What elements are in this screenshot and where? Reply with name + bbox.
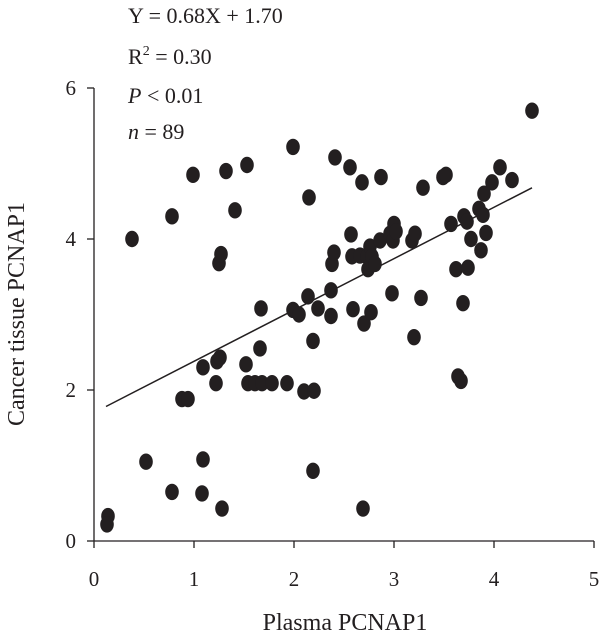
- x-tick-label: 0: [89, 567, 100, 591]
- data-point: [214, 245, 228, 263]
- data-point: [505, 171, 519, 189]
- data-point: [292, 306, 306, 323]
- n-text: n = 89: [128, 119, 184, 144]
- x-axis-ticks: 0 1 2 3 4 5: [89, 541, 600, 591]
- data-point: [219, 162, 233, 180]
- data-point: [324, 307, 338, 325]
- data-point: [525, 102, 539, 119]
- data-point: [302, 189, 316, 206]
- data-point: [344, 226, 358, 243]
- data-point: [280, 375, 294, 392]
- data-point: [346, 301, 360, 318]
- y-tick-label: 4: [66, 227, 77, 251]
- p-symbol: P: [127, 83, 141, 108]
- data-point: [125, 230, 139, 248]
- data-point: [213, 349, 227, 366]
- x-tick-label: 1: [189, 567, 200, 591]
- n-symbol: n: [128, 119, 139, 144]
- data-point: [165, 483, 179, 501]
- data-point: [374, 168, 388, 186]
- data-point: [255, 375, 269, 392]
- y-axis-ticks: 0 2 4 6: [66, 76, 94, 553]
- data-point: [454, 372, 468, 390]
- data-point: [414, 289, 428, 307]
- x-tick-label: 4: [489, 567, 500, 591]
- data-point: [196, 359, 210, 376]
- data-point: [311, 300, 325, 317]
- data-point: [389, 223, 403, 240]
- data-point: [328, 149, 342, 166]
- data-point: [449, 261, 463, 278]
- data-point: [239, 356, 253, 373]
- stats-annotation: Y = 0.68X + 1.70 R2 = 0.30 P < 0.01 n = …: [127, 3, 283, 144]
- data-point: [343, 159, 357, 176]
- data-point: [240, 156, 254, 174]
- data-point: [165, 208, 179, 225]
- equation-text: Y = 0.68X + 1.70: [128, 3, 283, 28]
- x-axis-title: Plasma PCNAP1: [263, 610, 428, 636]
- data-point: [444, 215, 458, 233]
- r2-value: = 0.30: [150, 44, 212, 69]
- data-point: [209, 375, 223, 392]
- data-point: [408, 225, 422, 242]
- data-point: [297, 383, 311, 400]
- data-point: [439, 166, 453, 184]
- data-point: [186, 166, 200, 184]
- data-point: [476, 206, 490, 224]
- data-point: [461, 259, 475, 276]
- data-point: [195, 485, 209, 502]
- data-point: [456, 294, 470, 312]
- data-point: [307, 382, 321, 399]
- data-point: [228, 202, 242, 219]
- data-point: [306, 462, 320, 479]
- data-point: [355, 174, 369, 191]
- data-point: [385, 285, 399, 302]
- data-point: [477, 185, 491, 202]
- data-point: [301, 288, 315, 305]
- data-point: [479, 224, 493, 242]
- data-point: [485, 174, 499, 191]
- y-axis-title: Cancer tissue PCNAP1: [4, 202, 30, 426]
- data-point: [364, 304, 378, 321]
- r-squared-text: R2 = 0.30: [128, 44, 212, 69]
- y-tick-label: 6: [66, 76, 77, 100]
- x-tick-label: 3: [389, 567, 400, 591]
- data-point: [327, 244, 341, 261]
- data-point: [324, 282, 338, 299]
- data-point: [416, 179, 430, 196]
- data-point: [265, 375, 279, 392]
- data-point: [286, 138, 300, 156]
- n-value: = 89: [139, 119, 184, 144]
- data-point: [139, 453, 153, 470]
- data-point: [196, 451, 210, 468]
- data-point: [474, 242, 488, 259]
- x-tick-label: 5: [589, 567, 600, 591]
- data-point: [373, 232, 387, 249]
- r2-exponent: 2: [143, 44, 150, 59]
- data-point: [407, 328, 421, 346]
- data-point: [357, 315, 371, 332]
- data-point: [356, 500, 370, 517]
- data-point: [306, 332, 320, 350]
- data-point: [460, 213, 474, 230]
- y-tick-label: 0: [66, 529, 77, 553]
- y-tick-label: 2: [66, 378, 77, 402]
- data-point: [368, 255, 382, 273]
- r2-prefix: R: [128, 44, 143, 69]
- data-point: [493, 159, 507, 176]
- p-value: < 0.01: [141, 83, 203, 108]
- data-point: [464, 230, 478, 248]
- data-point: [253, 340, 267, 357]
- data-point: [100, 516, 114, 533]
- data-point: [215, 500, 229, 517]
- data-point: [181, 390, 195, 408]
- p-value-text: P < 0.01: [127, 83, 203, 108]
- data-points: [100, 102, 539, 533]
- x-tick-label: 2: [289, 567, 300, 591]
- data-point: [254, 300, 268, 317]
